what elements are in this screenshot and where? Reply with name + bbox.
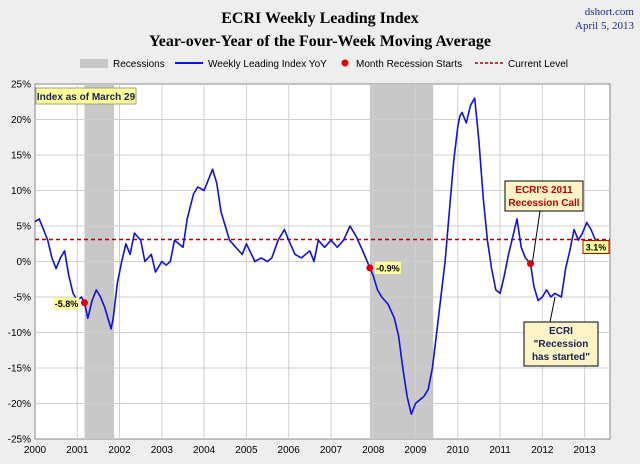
y-tick-label: 15% (11, 151, 31, 162)
legend-recession-swatch (80, 59, 108, 68)
callout-2011-pointer (532, 210, 541, 262)
callout-2011-line-1: ECRI'S 2011 (515, 185, 573, 196)
legend-current-level-text: Current Level (508, 59, 568, 70)
legend: Recessions Weekly Leading Index YoY Mont… (80, 59, 568, 70)
x-tick-label: 2013 (574, 445, 597, 456)
y-tick-label: 10% (11, 186, 31, 197)
marker-labels: -5.8% -0.9% (53, 261, 401, 310)
y-tick-label: -5% (13, 293, 31, 304)
x-tick-label: 2011 (489, 445, 511, 456)
x-tick-label: 2012 (531, 445, 554, 456)
x-tick-label: 2003 (151, 445, 174, 456)
x-tick-label: 2004 (193, 445, 216, 456)
x-tick-label: 2005 (235, 445, 258, 456)
callout-2011-box (504, 180, 584, 212)
recession-start-marker (80, 299, 88, 307)
legend-series-text: Weekly Leading Index YoY (208, 59, 327, 70)
x-axis-ticks: 2000 2001 2002 2003 2004 2005 2006 2007 2008 2009… (24, 445, 596, 456)
current-level-label-box (582, 239, 610, 254)
current-level-label: 3.1% (586, 242, 607, 252)
y-tick-label: 0% (17, 257, 32, 268)
callout-has-started-line-3: has started" (532, 352, 590, 363)
x-tick-label: 2006 (278, 445, 301, 456)
y-axis-ticks: 25% 20% 15% 10% 5% 0% -5% -10% -15% -20% -25% (8, 80, 31, 446)
marker-label-2001: -5.8% (55, 299, 79, 309)
x-tick-label: 2007 (320, 445, 343, 456)
x-tick-label: 2000 (24, 445, 47, 456)
y-tick-label: 5% (17, 222, 32, 233)
marker-label-box-2007 (374, 261, 401, 274)
y-tick-label: -15% (8, 364, 31, 375)
chart-title-line-2: Year-over-Year of the Four-Week Moving A… (149, 33, 491, 50)
index-note-box (35, 87, 137, 105)
legend-marker-swatch (341, 59, 349, 67)
callout-has-started: ECRI "Recession has started" (523, 296, 599, 367)
legend-recessions-text: Recessions (113, 59, 165, 70)
y-tick-label: -10% (8, 328, 31, 339)
x-tick-label: 2010 (447, 445, 470, 456)
index-note-text: Index as of March 29 (37, 92, 136, 103)
y-tick-label: 20% (11, 115, 31, 126)
x-tick-label: 2001 (66, 445, 89, 456)
callout-has-started-line-2: "Recession (534, 339, 589, 350)
index-note: Index as of March 29 (35, 87, 137, 105)
callout-has-started-pointer (549, 296, 556, 323)
callout-has-started-line-1: ECRI (549, 326, 573, 337)
x-tick-label: 2009 (404, 445, 427, 456)
y-tick-label: -20% (8, 399, 31, 410)
legend-recession-starts-text: Month Recession Starts (356, 59, 462, 70)
y-tick-label: -25% (8, 435, 31, 446)
recession-start-marker (366, 264, 374, 272)
callout-2011-line-2: Recession Call (508, 198, 579, 209)
recession-start-markers (80, 260, 535, 307)
ecri-call-marker (527, 260, 535, 268)
callout-has-started-box (523, 321, 599, 367)
source-label: dshort.com (585, 6, 635, 18)
marker-label-box-2001 (53, 297, 80, 310)
series-line-weekly-leading-index (34, 97, 596, 415)
x-tick-label: 2008 (362, 445, 385, 456)
date-label: April 5, 2013 (575, 20, 634, 32)
y-tick-label: 25% (11, 80, 31, 91)
x-tick-label: 2002 (108, 445, 131, 456)
callout-2011-call: ECRI'S 2011 Recession Call (504, 180, 584, 262)
marker-label-2007: -0.9% (376, 263, 400, 273)
chart-title-line-1: ECRI Weekly Leading Index (221, 10, 419, 27)
